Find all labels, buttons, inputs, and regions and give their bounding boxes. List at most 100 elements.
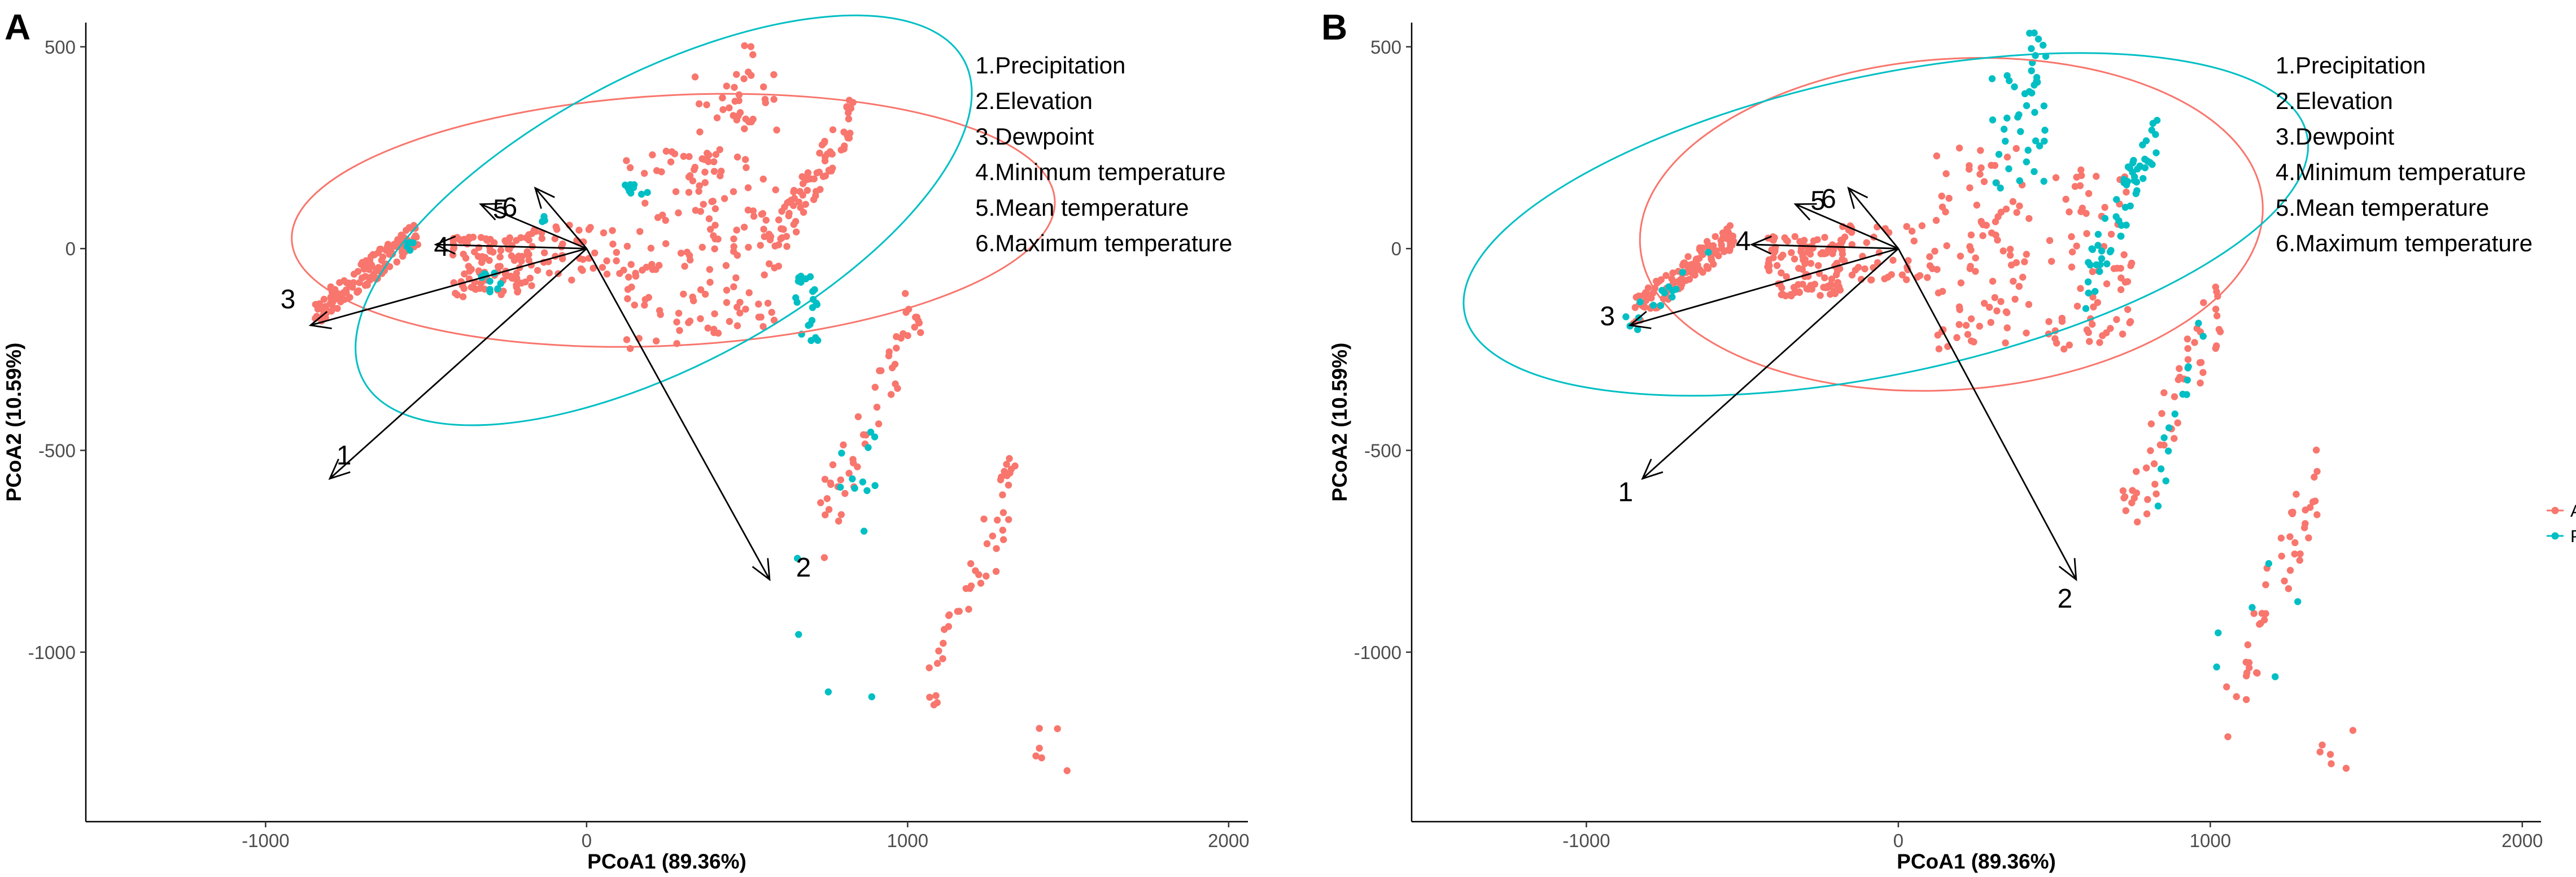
absent-point bbox=[2342, 765, 2350, 772]
absent-point bbox=[1779, 290, 1786, 298]
absent-point bbox=[461, 270, 468, 278]
present-point bbox=[2183, 391, 2190, 398]
absent-point bbox=[2047, 258, 2055, 265]
arrowhead-3 bbox=[1628, 311, 1652, 329]
absent-point bbox=[825, 506, 833, 513]
absent-point bbox=[2328, 760, 2335, 767]
absent-point bbox=[2124, 306, 2132, 313]
absent-point bbox=[386, 251, 394, 258]
absent-point bbox=[2244, 641, 2251, 649]
absent-point bbox=[1932, 217, 1940, 224]
present-point bbox=[2036, 142, 2044, 150]
absent-point bbox=[2250, 610, 2258, 617]
absent-point bbox=[2090, 303, 2097, 311]
present-point bbox=[2089, 246, 2096, 254]
absent-point bbox=[1966, 243, 1974, 250]
absent-point bbox=[1822, 284, 1830, 291]
absent-point bbox=[770, 71, 778, 78]
x-axis-title: PCoA1 (89.36%) bbox=[587, 850, 746, 873]
present-point bbox=[2041, 137, 2048, 145]
y-tick-label: 0 bbox=[66, 238, 76, 259]
absent-point bbox=[460, 250, 467, 258]
absent-point bbox=[723, 299, 731, 306]
absent-point bbox=[1903, 222, 1910, 230]
absent-point bbox=[477, 234, 485, 241]
absent-point bbox=[759, 322, 767, 330]
absent-point bbox=[1988, 229, 1996, 237]
absent-point bbox=[599, 264, 606, 271]
absent-point bbox=[2213, 312, 2221, 320]
absent-point bbox=[523, 251, 531, 258]
absent-ellipse bbox=[291, 93, 1056, 348]
absent-point bbox=[2151, 481, 2159, 488]
absent-point bbox=[1933, 265, 1941, 273]
absent-point bbox=[876, 367, 883, 374]
absent-point bbox=[2015, 282, 2023, 290]
absent-point bbox=[711, 205, 719, 212]
absent-point bbox=[662, 217, 669, 224]
absent-point bbox=[510, 256, 518, 264]
absent-point bbox=[792, 217, 800, 225]
arrowhead-5 bbox=[479, 203, 503, 221]
y-axis-title: PCoA2 (10.59%) bbox=[2, 343, 25, 502]
arrowhead-4 bbox=[1749, 235, 1772, 255]
absent-point bbox=[854, 463, 861, 470]
present-point bbox=[2031, 81, 2038, 89]
absent-point bbox=[1783, 273, 1790, 281]
variable-legend-item: 6.Maximum temperature bbox=[975, 230, 1232, 256]
absent-point bbox=[823, 495, 831, 503]
present-point bbox=[2148, 126, 2155, 134]
plot-area bbox=[1462, 29, 2357, 772]
absent-point bbox=[775, 263, 783, 270]
present-point bbox=[2141, 155, 2149, 163]
present-point bbox=[2032, 137, 2040, 145]
present-point bbox=[2094, 230, 2102, 238]
arrow-label-5: 5 bbox=[493, 195, 508, 225]
absent-point bbox=[2191, 339, 2198, 346]
absent-point bbox=[653, 167, 661, 174]
absent-point bbox=[1964, 331, 1972, 338]
absent-point bbox=[1888, 271, 1895, 278]
present-point bbox=[2120, 176, 2128, 183]
absent-point bbox=[1817, 291, 1824, 299]
absent-point bbox=[2073, 242, 2080, 250]
absent-point bbox=[837, 476, 845, 483]
present-point bbox=[2195, 320, 2202, 327]
absent-point bbox=[2312, 446, 2320, 454]
absent-point bbox=[2296, 550, 2304, 558]
absent-point bbox=[518, 280, 525, 287]
absent-point bbox=[2305, 534, 2312, 542]
absent-point bbox=[745, 289, 753, 296]
panel-b: B -1000 0 1000 2000 500 0 -500 -1000 PCoA1 (89.36… bbox=[1321, 7, 2576, 873]
absent-point bbox=[741, 42, 748, 50]
panel-a: A -1000 0 1000 2000 500 0 -500 -1000 PCoA1 (89.36… bbox=[2, 7, 1250, 873]
absent-point bbox=[625, 273, 632, 281]
arrow-6 bbox=[534, 187, 587, 250]
absent-point bbox=[2158, 410, 2165, 417]
present-point bbox=[2000, 125, 2008, 133]
absent-point bbox=[719, 106, 727, 114]
present-point bbox=[2185, 363, 2192, 370]
absent-point bbox=[2085, 190, 2093, 197]
absent-point bbox=[760, 225, 767, 233]
present-point bbox=[2126, 164, 2134, 172]
present-point bbox=[868, 693, 876, 701]
absent-point bbox=[468, 283, 475, 291]
variable-legend-item: 5.Mean temperature bbox=[2276, 194, 2489, 221]
absent-point bbox=[802, 174, 810, 181]
present-point bbox=[1705, 248, 1712, 256]
absent-point bbox=[945, 611, 953, 618]
variable-legend-item: 6.Maximum temperature bbox=[2276, 230, 2533, 256]
absent-point bbox=[2127, 262, 2134, 269]
absent-point bbox=[2107, 230, 2115, 238]
absent-point bbox=[2285, 585, 2293, 592]
absent-point bbox=[526, 274, 534, 282]
absent-point bbox=[735, 91, 743, 99]
absent-point bbox=[686, 153, 693, 160]
absent-point bbox=[486, 256, 493, 264]
absent-point bbox=[361, 273, 369, 280]
y-tick-label: -1000 bbox=[28, 642, 76, 663]
absent-point bbox=[2281, 577, 2288, 585]
variable-legend-item: 1.Precipitation bbox=[2276, 52, 2426, 78]
absent-point bbox=[871, 383, 879, 391]
